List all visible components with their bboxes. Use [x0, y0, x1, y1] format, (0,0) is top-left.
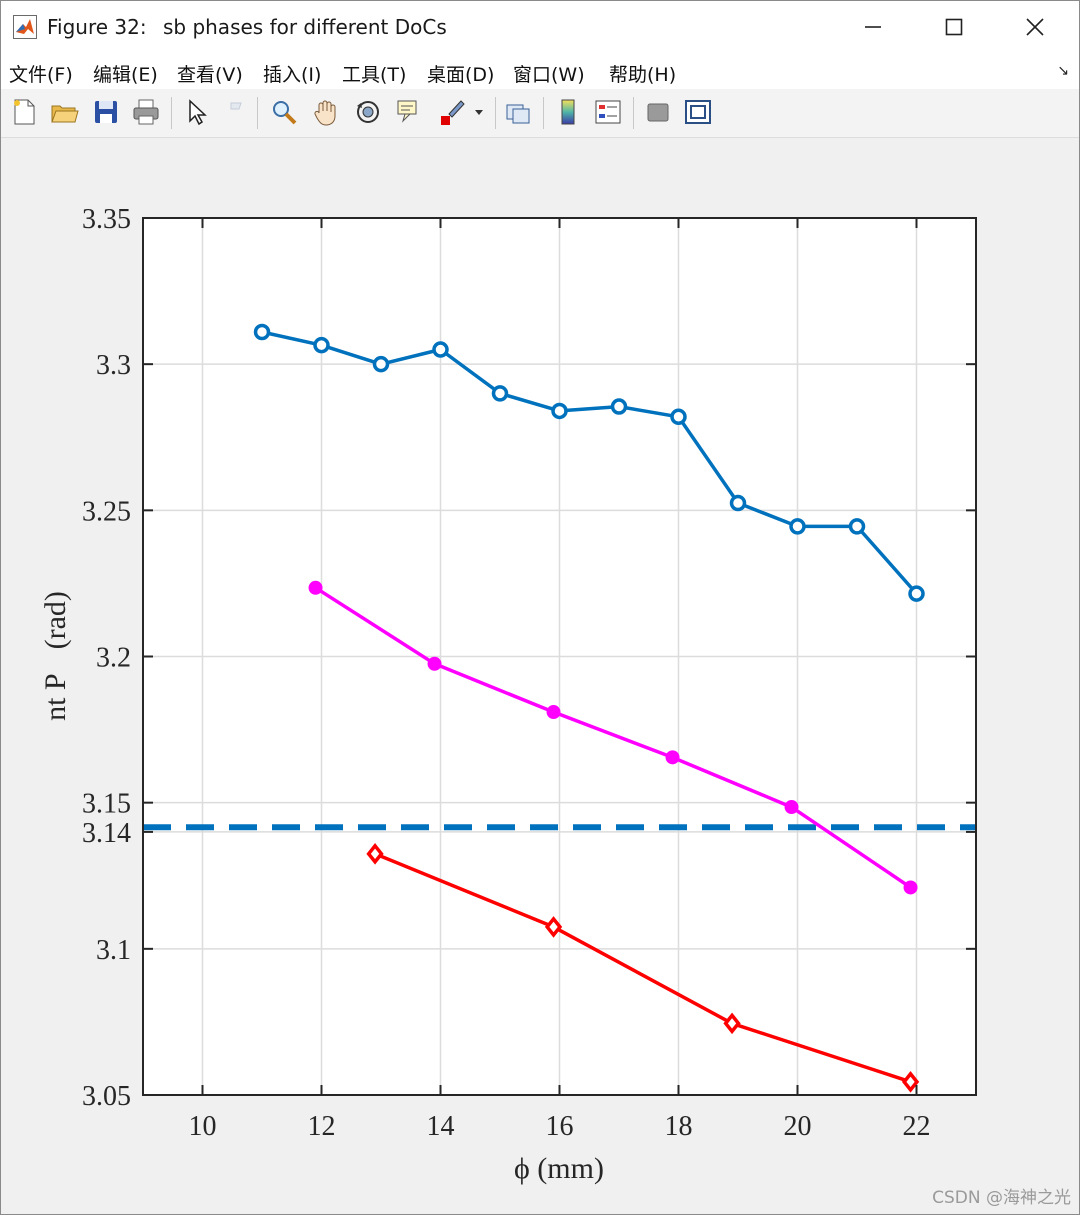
hide-plot-tools-icon[interactable]: [643, 97, 673, 127]
y-tick-label: 3.3: [96, 350, 131, 381]
data-point: [432, 341, 449, 358]
plot-svg: 10 12 14 16 18 20 22 3.05 3.1 3.143.15 3.2 3.25 3.3…: [39, 204, 977, 1185]
zoom-icon[interactable]: [269, 97, 299, 127]
title-bar: Figure 32: sb phases for different DoCs: [1, 1, 1079, 53]
menu-file[interactable]: 文件(F): [9, 64, 73, 86]
new-figure-icon[interactable]: [9, 97, 39, 127]
select-pointer-icon[interactable]: [181, 97, 211, 127]
y-tick-label: 3.2: [96, 643, 131, 674]
save-icon[interactable]: [91, 97, 121, 127]
y-tick-label: 3.25: [82, 496, 131, 527]
menu-bar: 文件(F) 编辑(E) 查看(V) 插入(I) 工具(T) 桌面(D) 窗口(W…: [1, 53, 1079, 89]
data-point: [908, 585, 925, 602]
minimize-icon: [865, 26, 881, 28]
y-tick-label: 3.15: [82, 789, 131, 820]
data-point: [313, 336, 330, 354]
x-tick-label: 22: [903, 1111, 931, 1142]
figure-canvas: 10 12 14 16 18 20 22 3.05 3.1 3.14 3.15 3.2 3.25 3.3…: [1, 138, 1079, 1214]
rotate-icon[interactable]: [353, 97, 383, 127]
data-point: [723, 1012, 741, 1035]
menu-insert[interactable]: 插入(I): [263, 64, 322, 86]
series-group: [253, 323, 925, 1093]
toolbar-separator: [633, 97, 634, 129]
y-axis-label: nt P (rad): [39, 591, 72, 721]
x-tick-label: 14: [427, 1111, 455, 1142]
window-title: Figure 32: sb phases for different DoCs: [47, 15, 447, 39]
y-tick-label: 3.05: [82, 1081, 131, 1112]
series-line-2: [314, 586, 912, 889]
data-point: [372, 355, 390, 373]
y-tick-labels: 3.05 3.1 3.143.15 3.2 3.25 3.3 3.35: [82, 204, 131, 1112]
close-icon: [1026, 18, 1044, 36]
minimize-button[interactable]: [833, 1, 913, 53]
toolbar-separator: [257, 97, 258, 129]
maximize-icon: [945, 18, 963, 36]
data-point: [729, 494, 747, 512]
data-point: [903, 880, 918, 895]
series-line-3: [374, 852, 912, 1084]
data-point: [789, 518, 806, 535]
data-point: [366, 843, 384, 865]
grid-lines: [143, 217, 976, 1096]
dropdown-arrow-icon[interactable]: [471, 97, 487, 127]
menu-desktop[interactable]: 桌面(D): [427, 64, 495, 86]
data-point: [665, 750, 680, 765]
y-tick-label: 3.35: [82, 204, 131, 235]
pan-icon[interactable]: [311, 97, 341, 127]
close-button[interactable]: [995, 1, 1075, 53]
toolbar-separator: [171, 97, 172, 129]
watermark: CSDN @海神之光: [932, 1188, 1071, 1208]
series-line-1: [261, 330, 918, 595]
data-tips-icon[interactable]: [395, 97, 425, 127]
matlab-icon: [13, 15, 37, 39]
x-axis-label: ϕ (mm): [514, 1152, 604, 1185]
data-point: [491, 385, 509, 402]
data-point: [308, 580, 323, 595]
y-tick-label: 3.1: [96, 935, 131, 966]
x-tick-label: 10: [189, 1111, 217, 1142]
data-point: [427, 656, 442, 671]
tick-marks: [143, 217, 976, 1096]
data-point: [784, 800, 799, 815]
data-point: [670, 408, 687, 426]
data-point: [253, 323, 271, 341]
menu-view[interactable]: 查看(V): [177, 64, 243, 86]
legend-icon[interactable]: [593, 97, 623, 127]
toolbar-separator: [543, 97, 544, 129]
toolbar-separator: [495, 97, 496, 129]
x-tick-label: 18: [665, 1111, 693, 1142]
maximize-button[interactable]: [914, 1, 994, 53]
link-plot-icon[interactable]: [503, 97, 533, 127]
open-icon[interactable]: [49, 97, 79, 127]
menu-edit[interactable]: 编辑(E): [93, 64, 158, 86]
print-icon[interactable]: [131, 97, 161, 127]
menu-window[interactable]: 窗口(W): [513, 64, 585, 86]
data-point: [551, 402, 568, 420]
colorbar-icon[interactable]: [553, 97, 583, 127]
data-point: [610, 398, 628, 415]
x-tick-labels: 10 12 14 16 18 20 22: [189, 1111, 931, 1142]
data-point: [546, 705, 561, 720]
data-point: [901, 1071, 920, 1093]
brush-icon[interactable]: [437, 97, 467, 127]
y-tick-label: 3.14: [82, 818, 131, 849]
menu-help[interactable]: 帮助(H): [609, 64, 677, 86]
x-tick-label: 20: [784, 1111, 812, 1142]
brush-disabled-icon: [230, 102, 242, 110]
menu-tools[interactable]: 工具(T): [342, 64, 407, 86]
x-tick-label: 16: [546, 1111, 574, 1142]
figure-toolbar: [1, 89, 1079, 138]
arrow-icon[interactable]: ↘: [1057, 63, 1069, 79]
x-tick-label: 12: [308, 1111, 336, 1142]
show-plot-tools-icon[interactable]: [683, 97, 713, 127]
data-point: [544, 916, 563, 938]
data-point: [848, 518, 866, 535]
